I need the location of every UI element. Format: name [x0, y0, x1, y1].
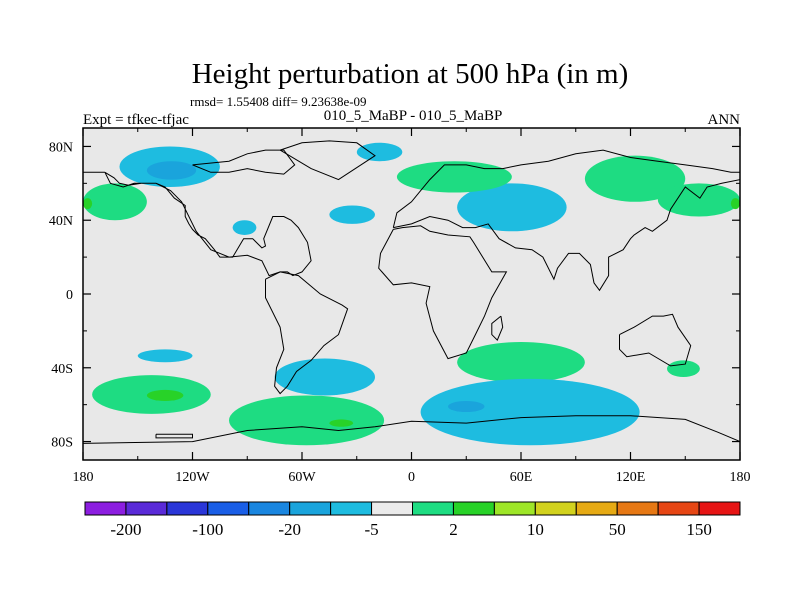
colorbar-box-9 — [412, 501, 454, 516]
y-tick-label: 40N — [49, 214, 73, 229]
stats-line: rmsd= 1.55408 diff= 9.23638e-09 — [190, 94, 367, 109]
coastline-layer — [83, 140, 740, 444]
x-tick-label: 180 — [730, 470, 751, 485]
x-tick-label: 0 — [408, 470, 415, 485]
colorbar-box-3 — [166, 501, 209, 516]
coastline-5 — [378, 225, 508, 360]
colorbar: -200 -100 -20 -5 2 10 50 150 — [84, 501, 741, 539]
coastline-12 — [155, 433, 193, 439]
contour-region-9 — [657, 183, 740, 217]
contour-region-21 — [448, 400, 485, 413]
contour-region-13 — [137, 349, 193, 363]
colorbar-label: -200 — [110, 520, 141, 539]
contour-region-19 — [457, 341, 585, 383]
contour-region-22 — [667, 360, 700, 378]
colorbar-box-13 — [575, 501, 618, 516]
contour-region-8 — [584, 155, 686, 202]
coastline-6 — [392, 149, 740, 228]
season-label: ANN — [708, 112, 741, 128]
contour-region-17 — [229, 395, 385, 446]
coastline-3 — [279, 140, 376, 181]
chart-title: Height perturbation at 500 hPa (in m) — [192, 58, 629, 90]
x-tick-label: 60W — [288, 470, 316, 485]
coastline-4 — [265, 271, 349, 395]
colorbar-label: -100 — [192, 520, 223, 539]
case-label: 010_5_MaBP - 010_5_MaBP — [324, 108, 503, 124]
contour-region-5 — [232, 220, 257, 235]
map-panel: 180 120W 60W 0 60E 120E 180 80N 40N 0 40S 80S — [49, 127, 751, 485]
x-tick-label: 180 — [73, 470, 94, 485]
colorbar-box-16 — [698, 501, 741, 516]
coastline-9 — [619, 313, 692, 367]
x-tick-label: 60E — [510, 470, 533, 485]
contour-region-10 — [83, 183, 147, 221]
colorbar-label: 10 — [527, 520, 544, 539]
colorbar-label: 150 — [686, 520, 712, 539]
colorbar-label: -20 — [278, 520, 301, 539]
y-tick-label: 80S — [51, 436, 73, 451]
expt-label: Expt = tfkec-tfjac — [83, 112, 189, 128]
colorbar-box-2 — [125, 501, 168, 516]
colorbar-box-11 — [493, 501, 536, 516]
contour-region-7 — [396, 161, 512, 193]
y-tick-label: 80N — [49, 140, 73, 155]
colorbar-box-6 — [289, 501, 332, 516]
contour-region-20 — [420, 378, 640, 446]
coastline-2 — [192, 149, 296, 175]
colorbar-box-7 — [330, 501, 373, 516]
contour-region-2 — [146, 161, 197, 180]
colorbar-box-8 — [371, 501, 413, 516]
contour-region-3 — [356, 142, 403, 162]
coastline-10 — [491, 315, 504, 341]
contour-region-11 — [83, 198, 93, 210]
contour-region-4 — [329, 205, 375, 224]
contour-region-6 — [457, 183, 567, 232]
coastline-11 — [83, 415, 740, 444]
colorbar-box-14 — [616, 501, 659, 516]
colorbar-box-5 — [248, 501, 291, 516]
colorbar-box-1 — [84, 501, 127, 516]
coastline-1 — [104, 171, 312, 277]
y-axis: 80N 40N 0 40S 80S — [49, 140, 740, 451]
colorbar-label: 50 — [609, 520, 626, 539]
y-tick-label: 40S — [51, 362, 73, 377]
colorbar-label: 2 — [449, 520, 458, 539]
x-tick-label: 120W — [175, 470, 210, 485]
colorbar-box-12 — [534, 501, 577, 516]
y-tick-label: 0 — [66, 288, 73, 303]
contour-region-18 — [329, 419, 354, 427]
colorbar-box-15 — [657, 501, 700, 516]
contour-region-14 — [274, 358, 375, 396]
x-tick-label: 120E — [616, 470, 646, 485]
colorbar-box-10 — [452, 501, 495, 516]
coastline-7 — [393, 179, 740, 292]
x-axis: 180 120W 60W 0 60E 120E 180 — [73, 128, 751, 485]
colorbar-box-4 — [207, 501, 250, 516]
contour-region-12 — [730, 198, 740, 210]
contour-region-16 — [146, 389, 184, 401]
contour-fill-layer — [83, 142, 740, 446]
colorbar-label: -5 — [364, 520, 378, 539]
